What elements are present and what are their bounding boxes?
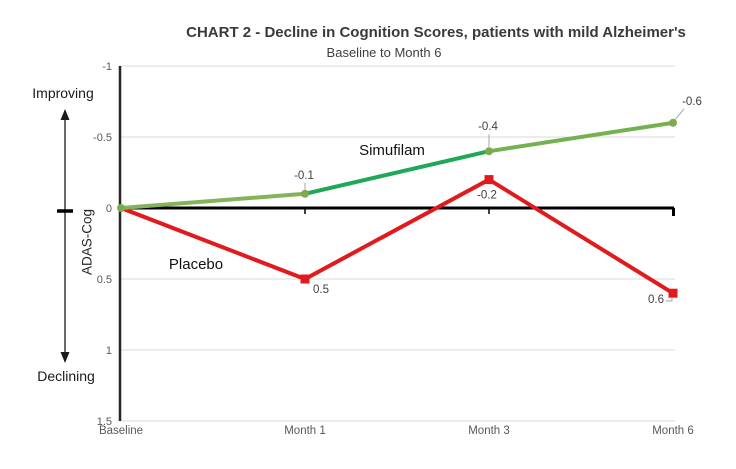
placebo-data-point	[484, 175, 494, 185]
y-tick-label: 0.5	[97, 274, 112, 286]
simufilam-line-segment	[303, 149, 491, 196]
series-label-placebo: Placebo	[168, 256, 224, 273]
x-axis-label: Baseline	[99, 425, 143, 437]
simufilam-line-segment	[119, 191, 307, 210]
simufilam-data-point	[669, 118, 677, 127]
declining-label: Declining	[37, 368, 95, 384]
placebo-data-label: 0.6	[648, 294, 664, 306]
placebo-data-point	[300, 274, 310, 284]
placebo-data-label: -0.2	[477, 190, 497, 202]
label-leader-line	[674, 108, 685, 121]
simufilam-line-segment	[487, 120, 675, 154]
placebo-data-label: 0.5	[313, 284, 329, 296]
y-tick-label: -0.5	[93, 132, 112, 144]
x-axis-label: Month 6	[652, 425, 694, 437]
arrow-up-icon	[60, 109, 70, 120]
simufilam-data-label: -0.6	[682, 96, 702, 108]
y-tick-label: 1.5	[97, 416, 112, 428]
simufilam-data-label: -0.4	[478, 121, 498, 133]
series-label-simufilam: Simufilam	[359, 142, 425, 159]
simufilam-data-label: -0.1	[294, 170, 314, 182]
chart-subtitle: Baseline to Month 6	[326, 45, 442, 60]
simufilam-data-point	[485, 147, 493, 156]
simufilam-data-point	[117, 204, 125, 212]
label-leader-line	[666, 298, 673, 302]
x-axis-label: Month 3	[468, 425, 510, 437]
y-tick-label: 1	[106, 345, 112, 357]
y-tick-label: -1	[102, 61, 112, 73]
placebo-data-point	[668, 288, 678, 298]
chart-title: CHART 2 - Decline in Cognition Scores, p…	[186, 24, 686, 41]
arrow-down-icon	[60, 352, 70, 363]
placebo-line	[120, 177, 675, 295]
improving-label: Improving	[32, 85, 94, 101]
simufilam-data-point	[301, 189, 309, 198]
x-axis-label: Month 1	[284, 425, 326, 437]
y-tick-label: 0	[106, 203, 112, 215]
